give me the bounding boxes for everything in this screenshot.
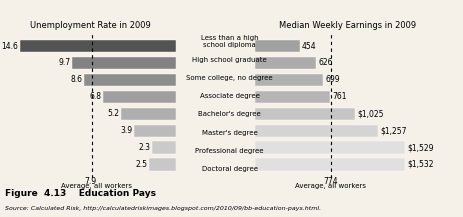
Bar bbox=[151, 141, 176, 154]
Text: 454: 454 bbox=[301, 42, 316, 51]
Text: 2.3: 2.3 bbox=[138, 143, 150, 152]
Text: 6.8: 6.8 bbox=[89, 92, 101, 101]
Bar bbox=[103, 91, 176, 103]
Text: $1,532: $1,532 bbox=[407, 160, 433, 169]
Bar bbox=[149, 158, 176, 171]
Bar bbox=[134, 125, 176, 137]
Text: High school graduate: High school graduate bbox=[192, 57, 267, 63]
Text: 3.9: 3.9 bbox=[120, 126, 132, 135]
Text: Figure  4.13    Education Pays: Figure 4.13 Education Pays bbox=[5, 189, 155, 198]
Bar bbox=[255, 158, 404, 171]
Bar bbox=[19, 40, 176, 52]
Bar bbox=[255, 91, 329, 103]
Text: 699: 699 bbox=[325, 75, 340, 84]
Text: Bachelor's degree: Bachelor's degree bbox=[198, 111, 261, 117]
Text: 761: 761 bbox=[331, 92, 346, 101]
Text: Doctoral degree: Doctoral degree bbox=[201, 166, 257, 172]
Text: Some college, no degree: Some college, no degree bbox=[186, 75, 272, 81]
Text: 626: 626 bbox=[318, 58, 332, 67]
Bar bbox=[255, 125, 377, 137]
Text: Professional degree: Professional degree bbox=[195, 148, 263, 154]
Text: 14.6: 14.6 bbox=[1, 42, 18, 51]
Text: 2.5: 2.5 bbox=[136, 160, 148, 169]
Title: Unemployment Rate in 2009: Unemployment Rate in 2009 bbox=[30, 21, 150, 30]
Text: Source: Calculated Risk, http://calculatedriskimages.blogspot.com/2010/09/bb-edu: Source: Calculated Risk, http://calculat… bbox=[5, 206, 320, 211]
Text: 8.6: 8.6 bbox=[70, 75, 82, 84]
Bar bbox=[255, 40, 299, 52]
Text: Less than a high
school diploma: Less than a high school diploma bbox=[200, 35, 258, 48]
Text: 774: 774 bbox=[323, 177, 338, 186]
Bar bbox=[255, 74, 323, 86]
Text: 9.7: 9.7 bbox=[58, 58, 70, 67]
Text: $1,529: $1,529 bbox=[406, 143, 432, 152]
Bar bbox=[84, 74, 176, 86]
Bar bbox=[255, 57, 316, 69]
Text: Associate degree: Associate degree bbox=[199, 93, 259, 99]
Title: Median Weekly Earnings in 2009: Median Weekly Earnings in 2009 bbox=[279, 21, 416, 30]
Text: 7.9: 7.9 bbox=[84, 177, 96, 186]
Bar bbox=[255, 141, 404, 154]
Text: 5.2: 5.2 bbox=[106, 109, 119, 118]
Text: Master's degree: Master's degree bbox=[201, 130, 257, 135]
Text: Average, all workers: Average, all workers bbox=[294, 183, 365, 189]
Bar bbox=[255, 108, 355, 120]
Bar bbox=[120, 108, 176, 120]
Text: $1,025: $1,025 bbox=[357, 109, 383, 118]
Text: $1,257: $1,257 bbox=[380, 126, 406, 135]
Bar bbox=[72, 57, 176, 69]
Text: Average, all workers: Average, all workers bbox=[61, 183, 132, 189]
